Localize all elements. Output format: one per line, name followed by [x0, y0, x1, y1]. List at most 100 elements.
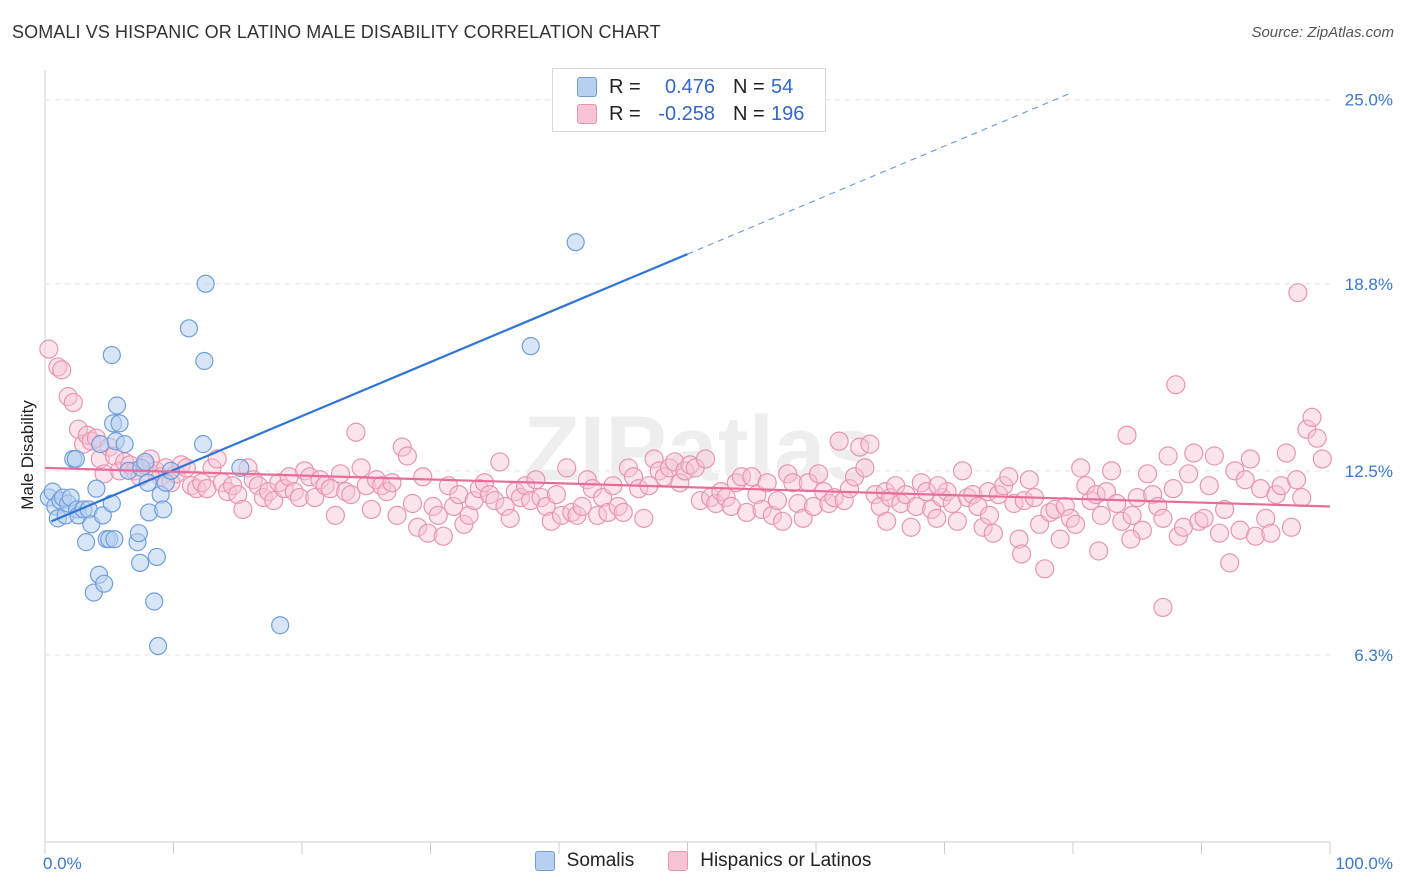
hispanic-point — [1127, 487, 1147, 508]
hispanic-point — [1240, 449, 1260, 469]
hispanic-point — [428, 505, 448, 525]
somali-point — [66, 449, 85, 469]
hispanic-point — [382, 473, 402, 493]
hispanic-point — [52, 360, 72, 380]
legend-row-somali: R = 0.476 N = 54 — [577, 75, 793, 99]
r-label: R = — [609, 102, 641, 125]
somali-point — [95, 574, 114, 593]
somali-point — [196, 274, 215, 293]
hispanic-point — [1286, 470, 1307, 490]
n-label: N = — [733, 75, 765, 98]
somali-point — [148, 636, 168, 656]
y-tick-label: 6.3% — [1354, 646, 1393, 665]
somali-point — [179, 319, 199, 338]
hispanic-point — [1158, 446, 1178, 466]
hispanic-point — [1302, 407, 1322, 427]
somali-point — [130, 553, 150, 572]
somali-point — [87, 479, 106, 498]
hispanic-point — [423, 496, 443, 517]
hispanic-point — [546, 485, 567, 505]
hispanic-point — [408, 517, 428, 537]
hispanic-point — [757, 473, 777, 493]
hispanic-point — [1071, 458, 1091, 478]
hispanic-point — [1011, 544, 1032, 564]
hispanic-point — [233, 499, 253, 520]
hispanic-swatch-icon — [577, 104, 597, 124]
legend-label: Somalis — [566, 850, 635, 871]
hispanic-point — [351, 458, 371, 478]
hispanic-point — [808, 464, 829, 484]
hispanic-point — [999, 467, 1019, 487]
hispanic-point — [1117, 425, 1137, 445]
hispanic-point — [1204, 446, 1224, 466]
hispanic-point — [855, 458, 875, 478]
hispanic-point — [1209, 523, 1230, 543]
hispanic-point — [988, 485, 1009, 505]
hispanic-point — [567, 505, 587, 525]
hispanic-point — [1189, 511, 1209, 531]
hispanic-point — [444, 496, 464, 517]
hispanic-point — [39, 339, 59, 359]
somali-point — [193, 435, 213, 454]
hispanic-point — [695, 449, 716, 469]
hispanic-point — [767, 490, 788, 511]
r-value: 0.476 — [664, 75, 715, 98]
hispanic-point — [1292, 487, 1312, 508]
n-value: 196 — [771, 102, 805, 125]
hispanic-point — [58, 387, 78, 407]
hispanic-point — [731, 467, 752, 487]
r-value: -0.258 — [658, 102, 715, 125]
legend-item-hispanics: Hispanics or Latinos — [668, 850, 871, 872]
chart-title: SOMALI VS HISPANIC OR LATINO MALE DISABI… — [12, 22, 661, 42]
somali-point — [147, 547, 166, 567]
somali-trend-extension — [687, 91, 1074, 255]
hispanic-point — [932, 487, 952, 508]
hispanic-point — [418, 523, 438, 543]
somali-point — [77, 533, 96, 552]
hispanic-point — [289, 487, 310, 508]
n-label: N = — [733, 102, 765, 125]
hispanic-point — [659, 458, 680, 478]
hispanic-point — [1137, 464, 1158, 484]
hispanic-point — [387, 505, 407, 525]
hispanic-point — [269, 473, 289, 493]
hispanic-point — [860, 434, 880, 454]
hispanic-point — [346, 422, 366, 442]
hispanic-point — [187, 479, 207, 499]
hispanic-point — [1276, 443, 1296, 463]
hispanic-point — [474, 473, 495, 493]
hispanic-point — [952, 461, 973, 481]
hispanic-point — [613, 502, 633, 523]
hispanic-point — [63, 392, 83, 413]
hispanic-point — [1101, 461, 1122, 481]
hispanic-point — [392, 437, 412, 457]
hispanic-point — [1312, 449, 1332, 469]
somali-swatch-icon — [534, 851, 555, 871]
hispanic-point — [911, 473, 931, 493]
hispanic-point — [485, 490, 505, 511]
hispanic-point — [1163, 479, 1183, 499]
somali-point — [105, 530, 124, 549]
hispanic-swatch-icon — [668, 851, 689, 871]
hispanic-point — [500, 508, 520, 528]
hispanic-point — [706, 493, 726, 514]
hispanic-point — [1199, 476, 1219, 496]
somali-point — [195, 351, 214, 371]
somali-point — [107, 396, 127, 415]
y-axis-label: Male Disability — [18, 400, 37, 510]
x-tick-label: 0.0% — [43, 854, 82, 873]
hispanic-point — [1121, 529, 1141, 549]
somali-point — [129, 524, 148, 543]
hispanic-point — [875, 482, 895, 502]
hispanic-point — [783, 473, 803, 493]
hispanic-point — [927, 508, 947, 528]
somali-point — [145, 592, 164, 611]
legend-row-hispanic: R = -0.258 N = 196 — [577, 102, 804, 126]
hispanic-point — [608, 496, 628, 517]
hispanic-point — [1153, 597, 1173, 618]
hispanic-point — [562, 502, 582, 523]
hispanic-point — [1009, 529, 1029, 549]
hispanic-point — [947, 511, 967, 531]
hispanic-point — [1184, 443, 1204, 463]
somali-point — [521, 337, 540, 356]
